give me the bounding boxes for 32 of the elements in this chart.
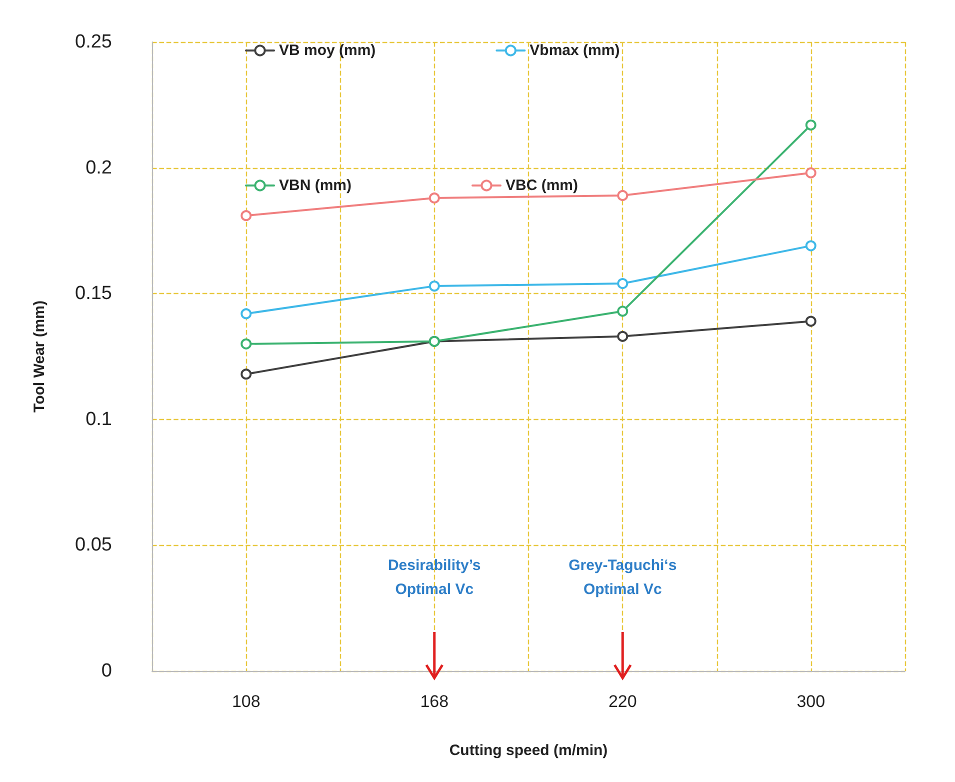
point	[240, 368, 252, 380]
point	[805, 167, 816, 178]
y-tick-label: 0.05	[75, 534, 112, 556]
legend-label: VB moy (mm)	[279, 42, 376, 59]
x-axis-title: Cutting speed (m/min)	[449, 742, 608, 759]
point	[428, 192, 440, 204]
point	[805, 316, 816, 327]
point	[805, 240, 816, 252]
point	[428, 280, 440, 292]
y-tick-label: 0	[101, 660, 112, 682]
y-tick-label: 0.25	[75, 32, 112, 52]
x-tick-label: 300	[796, 692, 826, 711]
point	[240, 308, 252, 320]
y-axis-title: Tool Wear (mm)	[31, 300, 48, 412]
x-tick-label: 108	[232, 692, 260, 711]
point	[617, 278, 628, 290]
point	[617, 306, 628, 317]
x-tick-label: 168	[420, 692, 449, 711]
point	[617, 330, 628, 342]
point	[617, 190, 628, 201]
legend-label: Vbmax (mm)	[530, 42, 620, 59]
annotation: Desirability’s Optimal Vc	[388, 557, 481, 598]
annotation: Grey-Taguchi‘s Optimal Vc	[568, 557, 677, 598]
x-tick-label: 220	[608, 692, 637, 711]
legend-label: VBN (mm)	[279, 177, 352, 194]
y-tick-label: 0.1	[86, 408, 112, 430]
point	[805, 120, 816, 131]
point	[240, 338, 252, 350]
y-tick-label: 0.2	[86, 157, 112, 178]
legend-label: VBC (mm)	[506, 177, 578, 194]
y-tick-label: 0.15	[75, 283, 112, 304]
point	[240, 210, 252, 222]
